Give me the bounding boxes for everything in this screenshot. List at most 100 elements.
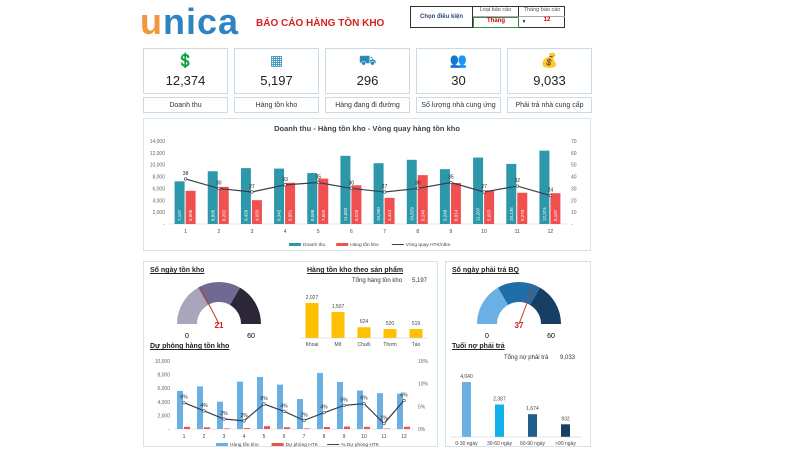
bar-doanh-thu — [340, 155, 351, 224]
bar-doanh-thu — [439, 169, 450, 224]
bar-doanh-thu — [240, 168, 251, 224]
days-payable-gauge: 37 0 60 — [477, 282, 561, 340]
kpi-card: 👥 30 — [416, 48, 501, 94]
bar-doanh-thu — [406, 159, 417, 224]
report-type-label: Loại báo cáo — [473, 7, 519, 17]
bar — [528, 414, 537, 437]
legend-swatch — [289, 243, 301, 246]
bar-hàng-tồn-kho — [251, 200, 262, 224]
bar-hàng-tồn-kho — [297, 398, 303, 429]
x-tick-label: 1 — [183, 434, 186, 440]
bar-label: 624 — [360, 319, 369, 325]
x-tick-label: 4 — [243, 434, 246, 440]
bar-label: 5,663 — [487, 209, 492, 221]
bar-dự-phòng-htk — [184, 426, 190, 429]
chart-title: Doanh thu - Hàng tồn kho - Vòng quay hàn… — [274, 124, 460, 133]
bar-label: 1,674 — [526, 406, 539, 412]
legend-swatch — [271, 443, 284, 446]
days-inventory-gauge: 21 0 60 — [177, 282, 261, 340]
bar-label: 520 — [386, 321, 395, 327]
bar — [462, 382, 471, 437]
bar-label: 4,020 — [254, 209, 259, 221]
gauge-segment — [198, 282, 240, 305]
bar — [561, 424, 570, 437]
line-label: 4% — [320, 405, 328, 411]
filter-label: Chọn điều kiện — [411, 7, 473, 27]
suppliers-icon: 👥 — [449, 52, 468, 68]
bar-label: 7,197 — [177, 209, 182, 221]
y-tick-label: 8,000 — [152, 175, 165, 181]
y2-tick-label: 0% — [418, 427, 426, 433]
y-tick-label: 6,000 — [152, 186, 165, 192]
legend-label: Dự phòng HTK — [286, 442, 319, 448]
x-tick-label: 7 — [303, 434, 306, 440]
gauge-segment — [530, 287, 561, 324]
y-tick-label: 6,000 — [157, 386, 170, 392]
bar-dự-phòng-htk — [304, 428, 310, 429]
line-point — [322, 411, 326, 415]
gauge-segment — [177, 287, 208, 324]
revenue-inventory-chart-panel: Doanh thu - Hàng tồn kho - Vòng quay hàn… — [143, 118, 591, 251]
bar-label: 11,502 — [343, 207, 348, 221]
kpi-label: Phải trả nhà cung cấp — [507, 97, 592, 113]
money-hand-icon: 💲 — [176, 52, 195, 68]
legend-label: Hàng tồn kho — [350, 242, 379, 248]
gauge-max: 60 — [247, 333, 255, 340]
report-title: BÁO CÁO HÀNG TỒN KHO — [256, 18, 385, 29]
bar-label: 8,895 — [210, 209, 215, 221]
bar — [495, 404, 504, 437]
x-tick-label: 6 — [350, 229, 353, 235]
provision-title: Dự phòng hàng tồn kho — [150, 343, 230, 350]
payables-panel: Số ngày phải trả BQ 37 0 60 Tuổi nợ phải t… — [445, 261, 591, 447]
bar-label: 5,606 — [188, 209, 193, 221]
line-label: 33 — [282, 177, 288, 183]
line-label: 2% — [220, 411, 228, 417]
payable-aging-title: Tuổi nợ phải trả — [452, 343, 505, 350]
x-tick-label: 2 — [217, 229, 220, 235]
line-point — [282, 409, 286, 413]
line-label: 5% — [340, 397, 348, 403]
bar-doanh-thu — [174, 181, 185, 224]
line-point — [382, 190, 387, 194]
x-tick-label: 11 — [515, 229, 520, 235]
y2-tick-label: 60 — [571, 151, 577, 157]
line-label: 4% — [280, 403, 288, 409]
bar-hàng-tồn-kho — [337, 381, 343, 429]
bar-dự-phòng-htk — [204, 427, 210, 429]
bar — [409, 329, 423, 338]
money-bag-icon: 💰 — [540, 52, 559, 68]
line-label: 4% — [200, 403, 208, 409]
x-tick-label: 2 — [203, 434, 206, 440]
gauge-value: 21 — [215, 321, 224, 330]
x-tick-label: 9 — [450, 229, 453, 235]
report-type-select[interactable]: Tháng — [473, 17, 519, 28]
dropdown-arrow-icon[interactable]: ▼ — [521, 19, 527, 25]
bar-label: 11,207 — [476, 207, 481, 221]
kpi-value: 296 — [356, 73, 379, 88]
bar-doanh-thu — [506, 163, 517, 224]
bar-doanh-thu — [539, 150, 550, 224]
line-label: 6% — [400, 392, 408, 398]
report-month-input[interactable]: 12 — [543, 17, 551, 23]
y-tick-label: 4,000 — [157, 400, 170, 406]
bar-label: 6,262 — [221, 209, 226, 221]
line-vòng-quay-htk/năm — [185, 178, 551, 197]
bar-hàng-tồn-kho — [185, 190, 196, 224]
line-point — [515, 184, 519, 188]
y-tick-label: 2,000 — [157, 413, 170, 419]
y2-tick-label: 30 — [571, 186, 577, 192]
bar-hàng-tồn-kho — [317, 372, 323, 429]
line-label: 35 — [315, 175, 321, 181]
bar-label: 6,951 — [288, 209, 293, 221]
line-point — [449, 180, 453, 185]
bar-label: 6,914 — [453, 209, 458, 221]
kpi-label: Số lượng nhà cung ứng — [416, 97, 501, 113]
bar-label: 5,270 — [520, 209, 525, 221]
x-tick-label: 6 — [283, 434, 286, 440]
bar-doanh-thu — [307, 173, 318, 224]
bar-dự-phòng-htk — [284, 427, 290, 429]
y-tick-label: - — [168, 427, 170, 433]
line-point — [250, 190, 254, 194]
bar-hàng-tồn-kho — [218, 186, 229, 224]
line-point — [416, 186, 420, 191]
